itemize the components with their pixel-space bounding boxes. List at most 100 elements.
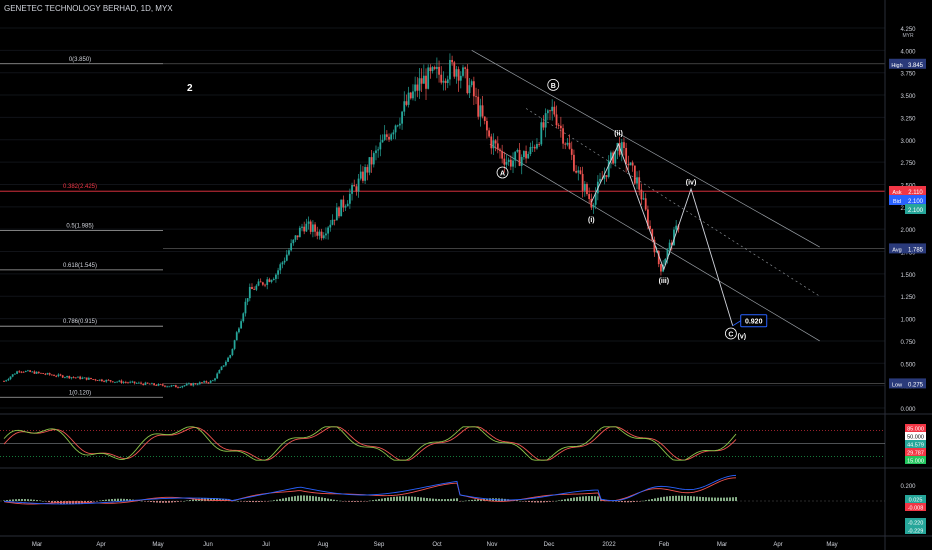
candle-body (153, 383, 155, 385)
time-axis[interactable]: Mar Apr May Jun Jul Aug Sep Oct Nov Dec 2022 Feb Mar… (32, 542, 838, 548)
candle-body (612, 152, 614, 164)
macd-histogram-bar (408, 496, 410, 501)
macd-histogram-bar (72, 501, 74, 505)
candle-body (137, 382, 140, 384)
chart-title: GENETEC TECHNOLOGY BERHAD, 1D, MYX (4, 4, 173, 13)
candle-body (581, 173, 584, 191)
macd-histogram-bar (123, 498, 125, 501)
macd-histogram-bar (321, 497, 323, 501)
wave-label: (i) (588, 217, 595, 224)
candle-body (166, 386, 169, 388)
candle-body (435, 66, 438, 69)
candle-body (268, 279, 271, 282)
wave-projection[interactable]: 0.920 (590, 143, 768, 328)
candle-body (425, 75, 427, 89)
candle-body (544, 113, 547, 128)
candle-body (553, 106, 556, 115)
target-box (740, 314, 768, 328)
macd-histogram-bar (690, 496, 692, 501)
macd-histogram-bar (153, 501, 155, 503)
candle-body (623, 142, 625, 148)
candle-body (455, 69, 458, 77)
high-badge-value: 3.845 (908, 63, 924, 69)
macd-histogram-bar (291, 496, 293, 501)
stoch-badge-value: 85.000 (907, 427, 924, 433)
candle-body (85, 377, 88, 380)
candle-body (129, 381, 132, 383)
candle-body (131, 381, 134, 383)
macd-histogram-bar (519, 500, 521, 502)
macd-histogram-bar (111, 499, 113, 501)
candle-body (588, 194, 591, 199)
candle-body (490, 136, 493, 149)
channel-upper-line (471, 50, 820, 248)
candle-body (298, 227, 301, 238)
candle-body (664, 259, 667, 265)
macd-histogram-bar (267, 501, 269, 502)
stochastic-panel[interactable]: 85.000 50.000 44.579 29.787 15.000 (0, 424, 926, 465)
price-tick-label: 3.500 (900, 94, 916, 100)
candle-body (429, 67, 432, 72)
macd-histogram-bar (177, 501, 179, 502)
candle-body (573, 154, 575, 171)
macd-histogram-bar (591, 496, 593, 501)
macd-histogram-bar (210, 497, 212, 501)
macd-histogram-bar (477, 499, 479, 501)
macd-histogram-bar (639, 501, 641, 502)
high-badge-tag (889, 58, 905, 69)
candle-body (151, 383, 153, 385)
ask-badge-tag (889, 186, 905, 196)
candle-body (444, 80, 447, 84)
price-tick-label: 4.000 (900, 49, 916, 55)
candle-body (100, 379, 103, 382)
macd-histogram-bar (687, 495, 689, 501)
channel-mid-line (525, 108, 820, 297)
macd-histogram-bar (453, 498, 455, 501)
macd-histogram-bar (390, 497, 392, 501)
stoch-badge (905, 448, 926, 456)
candle-body (79, 376, 82, 379)
candle-body (288, 250, 290, 255)
candle-body (18, 371, 21, 373)
candle-body (240, 321, 243, 329)
macd-histogram-bar (444, 499, 446, 501)
macd-histogram-bar (309, 495, 311, 501)
macd-histogram-bar (234, 500, 236, 502)
candle-body (651, 229, 654, 240)
macd-histogram-bar (411, 496, 413, 501)
macd-panel[interactable]: 0.200 0.025 -0.008 -0.220 -0.229 (0, 474, 926, 535)
macd-histogram-bar (348, 501, 350, 502)
candle-body (655, 250, 658, 253)
candle-body (218, 370, 221, 374)
candle-body (564, 143, 567, 145)
candle-body (183, 385, 186, 387)
macd-histogram-bar (327, 498, 329, 501)
candle-body (318, 231, 321, 236)
macd-histogram-bar (564, 499, 566, 501)
macd-histogram-bar (165, 501, 167, 503)
macd-histogram-bar (720, 497, 722, 501)
candle-body (140, 382, 142, 384)
candle-body (259, 281, 262, 283)
macd-histogram-bar (216, 498, 218, 501)
candle-body (122, 382, 125, 383)
macd-histogram-bar (597, 496, 599, 501)
wave-label: (ii) (614, 130, 623, 137)
macd-histogram-bar (396, 496, 398, 501)
macd-histogram-bar (42, 500, 44, 502)
candle-body (92, 379, 95, 380)
macd-histogram-bar (246, 501, 248, 502)
macd-histogram-bar (156, 501, 158, 503)
macd-histogram-bar (369, 500, 371, 502)
macd-histogram-bar (474, 499, 476, 501)
fibonacci-retracement[interactable]: 0(3.850) 0.382(2.425) 0.5(1.985) 0.618(1.54… (0, 57, 885, 398)
candle-body (164, 385, 166, 387)
macd-histogram-bar (645, 500, 647, 501)
macd-histogram-bar (603, 499, 605, 501)
candle-body (311, 224, 314, 232)
macd-histogram-bar (219, 498, 221, 501)
macd-histogram-bar (654, 498, 656, 501)
macd-histogram-bar (27, 499, 29, 501)
price-axis[interactable]: 4.2504.0003.7503.5003.2503.0002.7502.500… (884, 0, 916, 550)
